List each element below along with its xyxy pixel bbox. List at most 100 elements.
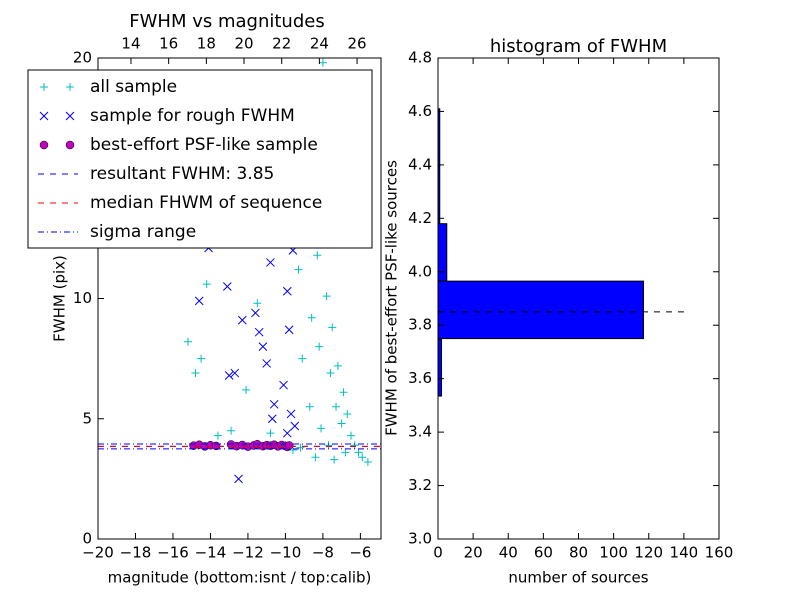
legend-label: best-effort PSF-like sample xyxy=(90,135,318,155)
x-tick-label: 140 xyxy=(670,544,699,562)
x-marker xyxy=(262,359,272,368)
x2-tick-label: 16 xyxy=(159,35,178,53)
y-tick-label: 3.6 xyxy=(408,369,432,387)
x2-tick-label: 26 xyxy=(348,35,367,53)
x-tick-label: −12 xyxy=(232,544,264,562)
legend-box xyxy=(27,69,373,249)
plus-marker xyxy=(266,429,275,438)
x-marker xyxy=(282,428,292,438)
plus-marker xyxy=(202,280,211,289)
x-tick-label: 40 xyxy=(499,544,518,562)
circle-marker xyxy=(65,140,75,150)
x2-tick-label: 20 xyxy=(234,35,253,53)
histogram-bar xyxy=(437,280,644,340)
y-axis-label: FWHM (pix) xyxy=(51,255,69,342)
x-tick-label: 160 xyxy=(705,544,734,562)
plus-marker xyxy=(242,385,251,394)
plus-marker xyxy=(322,292,331,301)
plus-marker xyxy=(253,299,262,308)
y-tick-label: 3.0 xyxy=(408,530,432,548)
x-tick-label: −10 xyxy=(270,544,302,562)
plus-marker xyxy=(307,313,316,322)
x-tick-label: −8 xyxy=(312,544,334,562)
plus-marker xyxy=(317,424,326,433)
circle-marker xyxy=(284,441,294,450)
x-marker xyxy=(237,315,247,325)
x-tick-label: −18 xyxy=(120,544,152,562)
plus-marker xyxy=(294,265,303,274)
x-tick-label: −14 xyxy=(195,544,227,562)
x-marker xyxy=(224,371,234,380)
plus-marker xyxy=(313,251,322,260)
y-tick-label: 4.4 xyxy=(408,155,432,173)
x-marker xyxy=(282,286,292,296)
x-marker xyxy=(230,368,240,378)
x2-tick-label: 22 xyxy=(272,35,291,53)
x-tick-label: −6 xyxy=(349,544,371,562)
y-tick-label: 4.8 xyxy=(408,49,432,67)
x-axis-label: number of sources xyxy=(508,569,648,587)
x-marker xyxy=(39,111,49,121)
plus-marker xyxy=(40,83,48,91)
x-marker xyxy=(266,258,275,267)
legend-label: all sample xyxy=(90,77,177,97)
plus-marker xyxy=(298,354,307,363)
x-marker xyxy=(251,308,260,318)
plus-marker xyxy=(328,323,337,332)
x2-tick-label: 24 xyxy=(310,35,329,53)
x-tick-label: 80 xyxy=(569,544,588,562)
x-marker xyxy=(290,421,300,431)
y-tick-label: 5 xyxy=(82,409,92,427)
x-marker xyxy=(254,327,264,337)
plus-marker xyxy=(343,409,352,418)
x-marker xyxy=(65,111,75,121)
y-tick-label: 4.0 xyxy=(408,262,432,280)
plus-marker xyxy=(197,354,206,363)
x-marker xyxy=(258,342,268,351)
legend-label: median FHWM of sequence xyxy=(90,193,322,213)
plus-marker xyxy=(363,458,372,467)
histogram-bar xyxy=(437,223,448,282)
x-marker xyxy=(234,474,243,484)
y-tick-label: 3.4 xyxy=(408,423,432,441)
plus-marker xyxy=(347,431,356,440)
plus-marker xyxy=(311,453,320,462)
plus-marker xyxy=(296,443,305,452)
axes: −20 −18 −16 −14 −12 −10 −8 −6 14 16 18 20 22 24 26 0 5 10… xyxy=(51,11,734,587)
x-marker xyxy=(279,380,288,390)
legend: all sample sample for rough FWHM best-effo… xyxy=(27,69,373,249)
x-tick-label: 0 xyxy=(433,544,443,562)
plus-marker xyxy=(305,402,314,411)
plus-marker xyxy=(227,426,236,435)
y-tick-label: 3.8 xyxy=(408,316,432,334)
x-tick-label: 120 xyxy=(634,544,663,562)
y-tick-label: 3.2 xyxy=(408,476,432,494)
plus-marker xyxy=(333,361,342,370)
plus-marker xyxy=(358,453,367,462)
circle-marker xyxy=(39,140,49,150)
x-tick-label: −16 xyxy=(157,544,189,562)
plus-marker xyxy=(191,369,200,378)
plus-marker xyxy=(330,455,339,464)
x-marker xyxy=(269,399,279,409)
x-tick-label: 100 xyxy=(599,544,628,562)
chart-title: histogram of FWHM xyxy=(490,36,667,57)
plus-marker xyxy=(183,337,192,346)
y-tick-label: 0 xyxy=(82,530,92,548)
y-tick-label: 4.2 xyxy=(408,209,432,227)
y-tick-label: 10 xyxy=(73,289,92,307)
x-marker xyxy=(284,325,294,335)
plus-marker xyxy=(66,83,74,91)
plus-marker xyxy=(315,342,324,351)
plus-marker xyxy=(318,58,327,67)
plus-marker xyxy=(326,369,335,378)
plus-marker xyxy=(354,448,363,457)
plus-marker xyxy=(213,431,222,440)
legend-label: sample for rough FWHM xyxy=(90,106,295,126)
histogram-bar xyxy=(437,338,443,397)
y-tick-label: 20 xyxy=(73,49,92,67)
x-marker xyxy=(194,296,204,306)
plus-marker xyxy=(332,402,341,411)
x-tick-label: 20 xyxy=(464,544,483,562)
